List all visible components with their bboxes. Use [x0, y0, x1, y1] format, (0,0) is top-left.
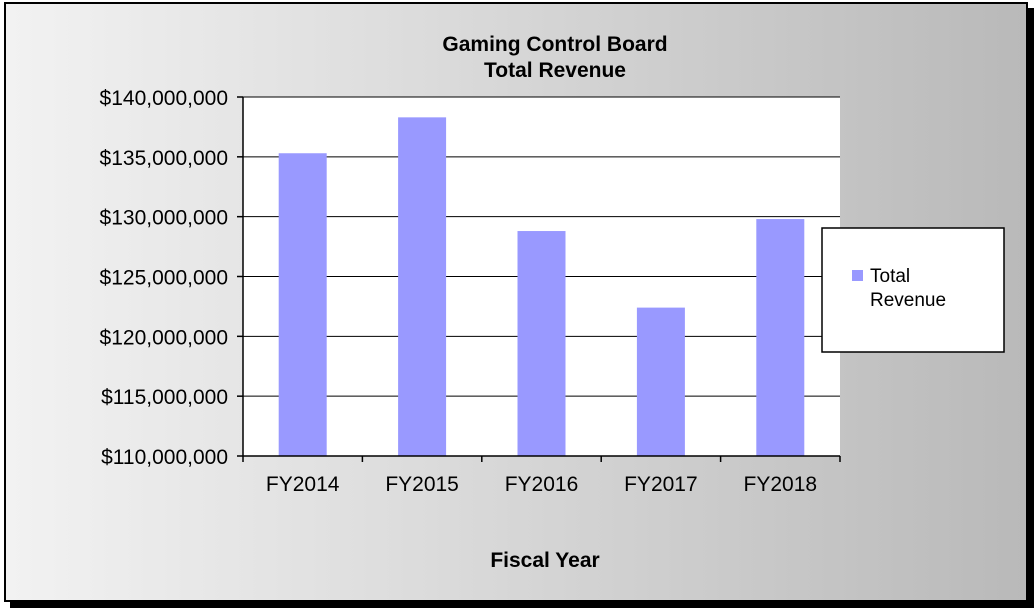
- legend: Total Revenue: [821, 227, 1005, 353]
- x-tick-labels: FY2014 FY2015 FY2016 FY2017 FY2018: [266, 473, 817, 496]
- y-tick-label: $115,000,000: [101, 386, 228, 409]
- bar-FY2016: [517, 231, 566, 456]
- chart-title: Gaming Control Board: [442, 33, 667, 56]
- bar-FY2014: [278, 153, 327, 456]
- bar-FY2017: [636, 307, 685, 456]
- y-tick-label: $110,000,000: [101, 446, 228, 469]
- legend-label-line1: Total: [870, 266, 910, 287]
- y-tick-label: $140,000,000: [100, 87, 228, 110]
- bar-FY2015: [398, 117, 447, 457]
- chart-subtitle: Total Revenue: [484, 59, 626, 82]
- y-tick-label: $130,000,000: [100, 207, 228, 230]
- x-tick-label: FY2018: [744, 473, 818, 496]
- x-tick-label: FY2015: [385, 473, 459, 496]
- x-tick-label: FY2016: [505, 473, 579, 496]
- legend-swatch: [852, 270, 863, 281]
- y-tick-labels: $110,000,000 $115,000,000 $120,000,000 $125…: [100, 87, 228, 469]
- y-tick-label: $135,000,000: [100, 147, 228, 170]
- y-tick-label: $120,000,000: [100, 326, 228, 349]
- bar-FY2018: [756, 219, 805, 456]
- legend-label-line2: Revenue: [870, 290, 946, 311]
- axes: [237, 96, 841, 462]
- x-axis-title: Fiscal Year: [490, 549, 599, 572]
- x-tick-label: FY2014: [266, 473, 340, 496]
- x-tick-label: FY2017: [624, 473, 698, 496]
- y-tick-label: $125,000,000: [100, 267, 228, 290]
- legend-box: [821, 227, 1005, 353]
- bars: [278, 117, 805, 457]
